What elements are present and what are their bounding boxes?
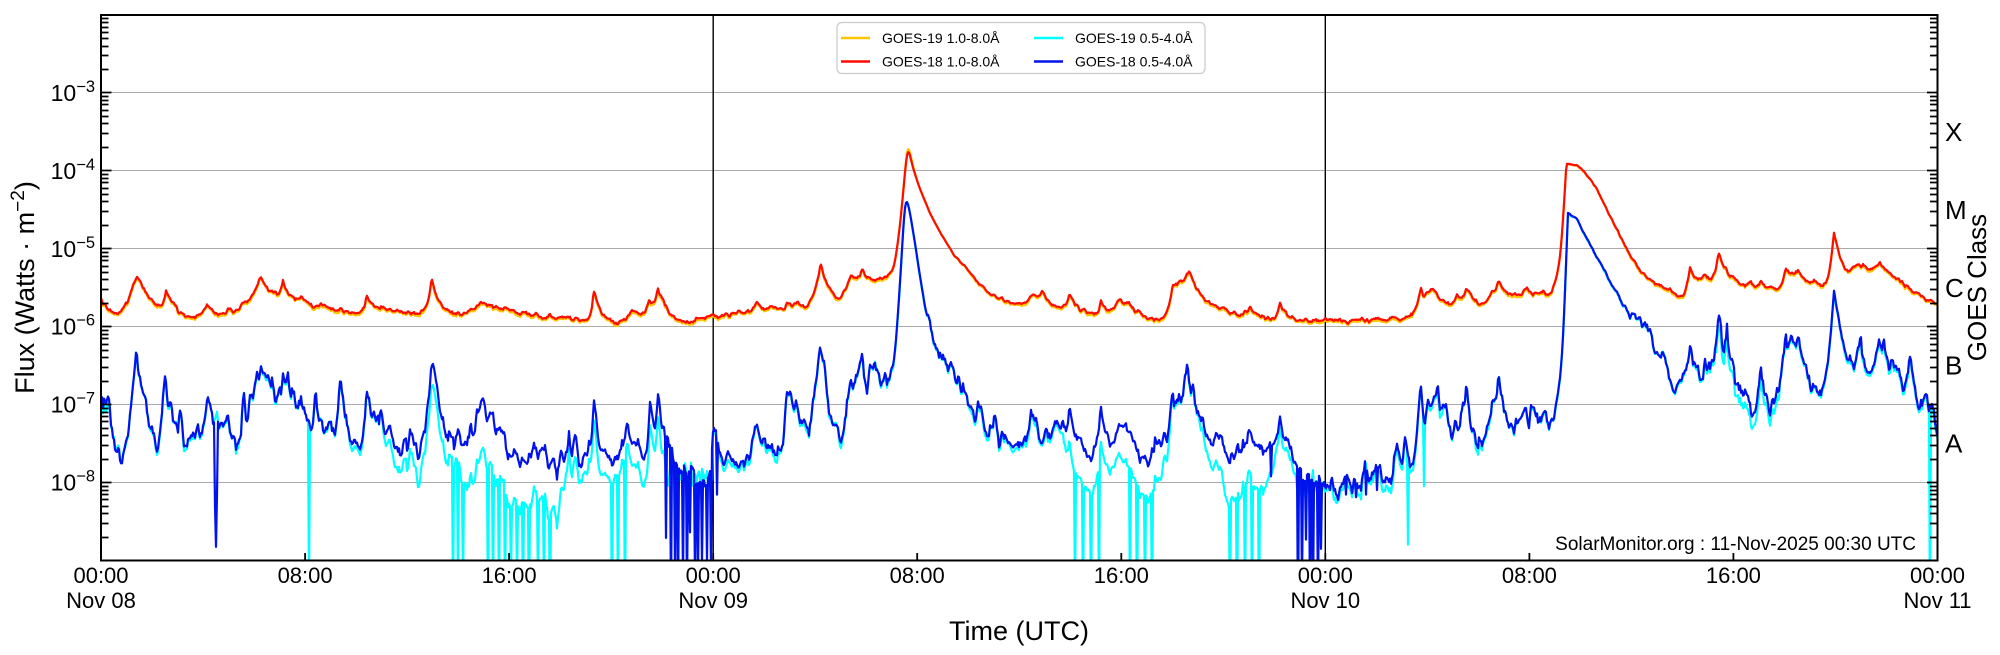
svg-text:X: X	[1945, 117, 1962, 147]
svg-text:B: B	[1945, 351, 1962, 381]
svg-text:Nov 09: Nov 09	[678, 588, 748, 613]
svg-text:SolarMonitor.org : 11-Nov-2025: SolarMonitor.org : 11-Nov-2025 00:30 UTC	[1555, 534, 1916, 555]
svg-text:00:00: 00:00	[1910, 563, 1965, 588]
svg-text:Time (UTC): Time (UTC)	[949, 616, 1089, 646]
svg-text:Nov 08: Nov 08	[66, 588, 136, 613]
svg-text:08:00: 08:00	[1502, 563, 1557, 588]
svg-text:00:00: 00:00	[73, 563, 128, 588]
svg-text:00:00: 00:00	[686, 563, 741, 588]
svg-text:Flux (Watts · m−2): Flux (Watts · m−2)	[8, 181, 40, 394]
svg-text:16:00: 16:00	[1094, 563, 1149, 588]
svg-text:GOES-19 1.0-8.0Å: GOES-19 1.0-8.0Å	[882, 30, 1000, 46]
svg-text:GOES-19 0.5-4.0Å: GOES-19 0.5-4.0Å	[1075, 30, 1193, 46]
svg-text:16:00: 16:00	[1706, 563, 1761, 588]
svg-text:M: M	[1945, 195, 1967, 225]
svg-text:GOES-18 1.0-8.0Å: GOES-18 1.0-8.0Å	[882, 54, 1000, 70]
svg-text:10−6: 10−6	[51, 312, 95, 340]
svg-text:00:00: 00:00	[1298, 563, 1353, 588]
svg-text:GOES-18 0.5-4.0Å: GOES-18 0.5-4.0Å	[1075, 54, 1193, 70]
svg-text:Nov 11: Nov 11	[1903, 588, 1971, 613]
svg-text:10−8: 10−8	[51, 468, 95, 496]
svg-text:C: C	[1945, 273, 1964, 303]
svg-text:GOES Class: GOES Class	[1962, 214, 1992, 361]
svg-text:10−3: 10−3	[51, 78, 95, 106]
svg-text:08:00: 08:00	[278, 563, 333, 588]
svg-text:A: A	[1945, 429, 1963, 459]
svg-text:08:00: 08:00	[890, 563, 945, 588]
svg-text:16:00: 16:00	[482, 563, 537, 588]
svg-text:10−4: 10−4	[51, 156, 95, 184]
svg-text:Nov 10: Nov 10	[1290, 588, 1360, 613]
